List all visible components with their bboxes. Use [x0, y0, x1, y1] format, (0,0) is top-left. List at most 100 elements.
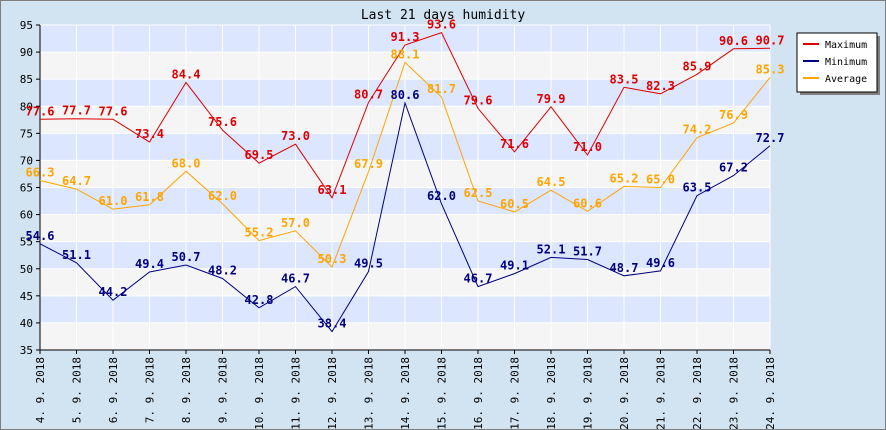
- data-label-maximum: 71.0: [573, 140, 602, 154]
- y-tick-label: 95: [20, 19, 33, 32]
- x-tick-label: 16. 9. 2018: [472, 357, 485, 430]
- data-label-average: 57.0: [281, 216, 310, 230]
- data-label-average: 64.7: [62, 174, 91, 188]
- data-label-maximum: 73.0: [281, 129, 310, 143]
- data-label-average: 88.1: [391, 47, 420, 61]
- data-label-average: 62.0: [208, 189, 237, 203]
- data-label-maximum: 91.3: [391, 30, 420, 44]
- data-label-maximum: 71.6: [500, 137, 529, 151]
- x-tick-label: 15. 9. 2018: [436, 357, 449, 430]
- data-label-average: 55.2: [245, 226, 274, 240]
- data-label-minimum: 51.1: [62, 248, 91, 262]
- data-label-maximum: 77.6: [99, 104, 128, 118]
- data-label-average: 50.3: [318, 252, 347, 266]
- y-axis-ticks: 35 40 45 50 55 60 65 70 75 80 85 90 95: [20, 19, 40, 357]
- data-label-minimum: 46.7: [464, 272, 493, 286]
- x-tick-label: 12. 9. 2018: [326, 357, 339, 430]
- data-label-minimum: 48.2: [208, 264, 237, 278]
- legend: Maximum Minimum Average: [796, 32, 880, 95]
- x-tick-label: 9. 9. 2018: [217, 357, 230, 423]
- data-label-average: 66.3: [26, 165, 55, 179]
- data-label-maximum: 84.4: [172, 67, 201, 81]
- data-label-minimum: 49.4: [135, 257, 164, 271]
- data-label-average: 61.0: [99, 194, 128, 208]
- y-tick-label: 90: [20, 46, 33, 59]
- series-line-minimum: [39, 101, 771, 333]
- data-label-maximum: 93.6: [427, 18, 456, 32]
- series-line-maximum: [39, 31, 771, 199]
- chart-title: Last 21 days humidity: [361, 8, 526, 23]
- legend-box: [796, 32, 878, 93]
- data-label-average: 67.9: [354, 157, 383, 171]
- data-label-maximum: 63.1: [318, 183, 347, 197]
- legend-label-maximum: Maximum: [825, 40, 867, 51]
- data-label-minimum: 46.7: [281, 272, 310, 286]
- data-label-average: 65.2: [610, 171, 639, 185]
- data-label-average: 60.5: [500, 197, 529, 211]
- x-tick-label: 17. 9. 2018: [509, 357, 522, 430]
- x-tick-label: 21. 9. 2018: [655, 357, 668, 430]
- x-tick-label: 22. 9. 2018: [691, 357, 704, 430]
- data-label-maximum: 80.7: [354, 87, 383, 101]
- x-tick-label: 14. 9. 2018: [399, 357, 412, 430]
- x-tick-label: 18. 9. 2018: [545, 357, 558, 430]
- x-tick-label: 5. 9. 2018: [71, 357, 84, 423]
- series-line-average: [39, 61, 771, 268]
- y-tick-label: 80: [20, 100, 33, 113]
- data-label-maximum: 73.4: [135, 127, 164, 141]
- x-tick-label: 20. 9. 2018: [618, 357, 631, 430]
- data-label-average: 65.0: [646, 173, 675, 187]
- series-lines: [39, 31, 771, 333]
- y-tick-label: 35: [20, 344, 33, 357]
- x-tick-label: 13. 9. 2018: [363, 357, 376, 430]
- x-tick-label: 7. 9. 2018: [144, 357, 157, 423]
- data-label-minimum: 44.2: [99, 285, 128, 299]
- data-label-minimum: 50.7: [172, 250, 201, 264]
- data-label-average: 61.8: [135, 190, 164, 204]
- data-label-minimum: 49.5: [354, 256, 383, 270]
- data-label-minimum: 63.5: [683, 181, 712, 195]
- data-label-maximum: 77.7: [62, 104, 91, 118]
- data-label-maximum: 75.6: [208, 115, 237, 129]
- data-label-minimum: 67.2: [719, 161, 748, 175]
- data-label-average: 85.3: [756, 63, 785, 77]
- x-tick-label: 23. 9. 2018: [728, 357, 741, 430]
- data-label-average: 76.9: [719, 108, 748, 122]
- data-label-maximum: 77.6: [26, 104, 55, 118]
- data-label-average: 60.6: [573, 196, 602, 210]
- data-label-maximum: 90.7: [756, 33, 785, 47]
- data-label-average: 74.2: [683, 123, 712, 137]
- x-tick-label: 8. 9. 2018: [180, 357, 193, 423]
- plot-grid: [39, 24, 771, 351]
- data-label-maximum: 79.9: [537, 92, 566, 106]
- data-label-minimum: 42.8: [245, 293, 274, 307]
- data-label-average: 81.7: [427, 82, 456, 96]
- data-label-maximum: 82.3: [646, 79, 675, 93]
- y-tick-label: 65: [20, 182, 33, 195]
- data-label-minimum: 72.7: [756, 131, 785, 145]
- data-label-minimum: 62.0: [427, 189, 456, 203]
- data-label-minimum: 54.6: [26, 229, 55, 243]
- data-label-average: 64.5: [537, 175, 566, 189]
- data-label-minimum: 52.1: [537, 242, 566, 256]
- x-tick-label: 4. 9. 2018: [34, 357, 47, 423]
- data-label-minimum: 51.7: [573, 245, 602, 259]
- y-tick-label: 60: [20, 209, 33, 222]
- data-label-maximum: 69.5: [245, 148, 274, 162]
- data-label-minimum: 49.1: [500, 259, 529, 273]
- data-label-average: 68.0: [172, 156, 201, 170]
- data-labels: 77.6 77.7 77.6 73.4 84.4 75.6 69.5 73.0 63.1 80.7…: [26, 18, 785, 331]
- y-tick-label: 55: [20, 236, 33, 249]
- data-label-minimum: 48.7: [610, 261, 639, 275]
- y-tick-label: 50: [20, 263, 33, 276]
- y-tick-label: 70: [20, 154, 33, 167]
- y-tick-label: 75: [20, 127, 33, 140]
- data-label-minimum: 80.6: [391, 88, 420, 102]
- x-tick-label: 6. 9. 2018: [107, 357, 120, 423]
- y-tick-label: 85: [20, 73, 33, 86]
- data-label-minimum: 49.6: [646, 256, 675, 270]
- data-label-maximum: 85.9: [683, 59, 712, 73]
- x-tick-label: 10. 9. 2018: [253, 357, 266, 430]
- y-tick-label: 40: [20, 317, 33, 330]
